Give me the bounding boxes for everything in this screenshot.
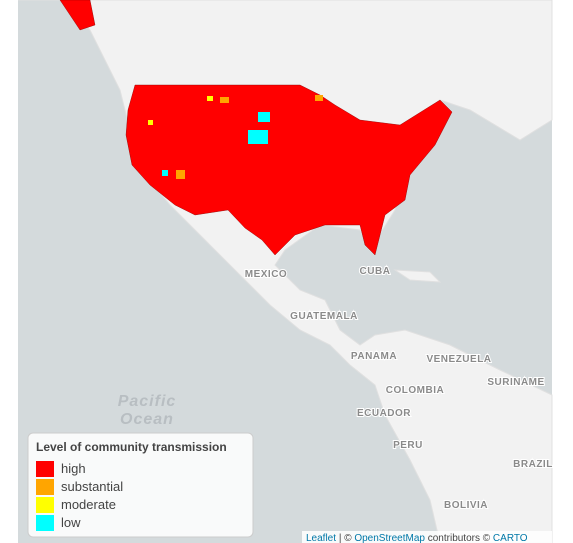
place-label: VENEZUELA <box>426 354 491 365</box>
place-label: CUBA <box>360 266 391 277</box>
legend-label: substantial <box>61 479 123 494</box>
place-label: BOLIVIA <box>444 500 488 511</box>
legend: Level of community transmission high subs… <box>27 432 254 538</box>
legend-items: high substantial moderate low <box>36 461 123 531</box>
carto-link[interactable]: CARTO <box>493 533 528 543</box>
ocean-label: Pacific <box>118 393 177 410</box>
region <box>125 84 453 256</box>
region <box>162 170 168 176</box>
region <box>148 120 153 125</box>
legend-label: high <box>61 461 86 476</box>
separator: | © <box>339 533 352 543</box>
attribution-box <box>302 531 552 543</box>
region <box>315 95 323 101</box>
legend-title: Level of community transmission <box>36 440 227 454</box>
region <box>220 97 229 103</box>
place-label: PANAMA <box>351 351 397 362</box>
place-label: ECUADOR <box>357 408 411 419</box>
legend-label: moderate <box>61 497 116 512</box>
ocean-label: Ocean <box>120 411 174 428</box>
region <box>176 170 185 179</box>
region <box>59 0 96 31</box>
legend-label: low <box>61 515 81 530</box>
region <box>207 96 213 101</box>
attribution-text: Leaflet | © OpenStreetMap contributors ©… <box>306 533 528 543</box>
legend-swatch <box>36 479 54 495</box>
legend-swatch <box>36 461 54 477</box>
place-label: PERU <box>393 440 423 451</box>
attribution: Leaflet | © OpenStreetMap contributors ©… <box>302 531 552 543</box>
place-label: BRAZIL <box>513 459 553 470</box>
legend-swatch <box>36 515 54 531</box>
osm-link[interactable]: OpenStreetMap <box>354 533 425 543</box>
us-counties <box>59 0 453 256</box>
region <box>258 112 270 122</box>
region <box>248 130 268 144</box>
place-label: MEXICO <box>245 269 287 280</box>
place-label: COLOMBIA <box>386 385 444 396</box>
place-label: GUATEMALA <box>290 311 358 322</box>
legend-box <box>27 432 254 538</box>
place-label: SURINAME <box>487 377 544 388</box>
legend-swatch <box>36 497 54 513</box>
leaflet-link[interactable]: Leaflet <box>306 533 336 543</box>
contributors: contributors © <box>428 533 491 543</box>
